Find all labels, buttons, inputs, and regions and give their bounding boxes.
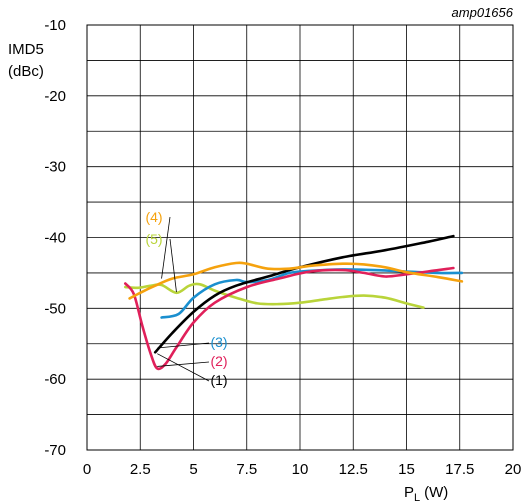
y-tick-label: -30 [44,159,66,176]
y-tick-label: -40 [44,230,66,247]
x-tick-label: 17.5 [445,461,474,478]
annotation-leader [169,238,177,293]
y-tick-label: -70 [44,442,66,459]
y-axis-label-line1: IMD5 [8,41,44,58]
y-tick-label: -60 [44,371,66,388]
x-tick-label: 0 [83,461,91,478]
annotation-label: (3) [210,334,227,350]
x-tick-label: 20 [505,461,522,478]
x-axis-label-main: P [404,484,414,501]
annotation-label: (2) [210,353,227,369]
x-tick-label: 2.5 [130,461,151,478]
annotation-leader [157,361,210,367]
x-tick-label: 10 [292,461,309,478]
series-line-5 [124,282,425,309]
y-tick-label: -20 [44,88,66,105]
annotation-leader [161,216,171,279]
x-tick-label: 7.5 [236,461,257,478]
y-tick-label: -10 [44,17,66,34]
series-line-2 [124,266,455,371]
figure-id: amp01656 [452,5,514,20]
x-axis-label: PL (W) [404,484,448,504]
x-tick-label: 5 [189,461,197,478]
series-layer [124,234,464,371]
annotation-label: (1) [210,372,227,388]
annotation-leaders [157,216,210,382]
series-line-4 [128,261,464,300]
y-tick-label: -50 [44,300,66,317]
y-axis-label-line2: (dBc) [8,63,44,80]
series-line-1 [153,234,455,354]
annotation-leader [157,353,210,382]
annotations: (4) (5) (3) (2) (1) [145,209,227,388]
tick-labels: 0 2.5 5 7.5 10 12.5 15 17.5 20 -70 -60 -50 -40 -30 -20… [44,17,521,478]
annotation-label: (4) [145,209,162,225]
plot-frame [86,24,514,451]
x-axis-label-subscript: L [414,492,420,504]
annotation-label: (5) [145,231,162,247]
x-tick-label: 12.5 [339,461,368,478]
annotation-leader [157,342,210,349]
x-tick-label: 15 [398,461,415,478]
x-axis-label-unit: (W) [424,484,448,501]
